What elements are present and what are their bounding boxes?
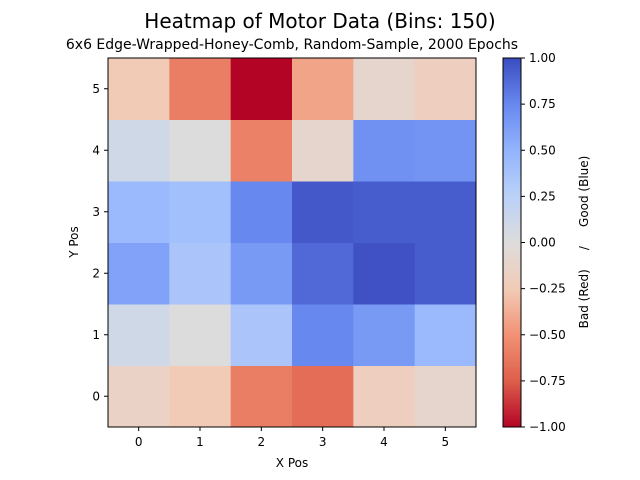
heatmap-cell-x2-y4 [230,119,293,182]
heatmap-cell-x0-y2 [108,242,170,305]
colorbar-label: Bad (Red) / Good (Blue) [577,156,591,329]
x-tick-label: 0 [135,435,143,449]
heatmap-cells [108,58,477,428]
colorbar-tick-label: 0.25 [529,189,556,203]
heatmap-cell-x0-y5 [108,58,170,120]
x-axis-label: X Pos [276,456,308,470]
heatmap-cell-x3-y3 [292,181,354,243]
heatmap-cell-x4-y2 [353,242,416,305]
heatmap-cell-x4-y5 [353,58,416,120]
heatmap-cell-x2-y0 [230,365,293,428]
chart-title: Heatmap of Motor Data (Bins: 150) [144,9,495,33]
heatmap-cell-x3-y4 [292,119,354,182]
x-tick-label: 5 [442,435,450,449]
heatmap-cell-x2-y1 [230,304,293,366]
colorbar-tick-label: −1.00 [529,420,566,434]
colorbar-tick-label: 1.00 [529,51,556,65]
heatmap-cell-x5-y2 [414,242,477,305]
y-axis-ticks: 0 1 2 3 4 5 [92,82,108,403]
y-tick-label: 1 [92,328,100,342]
heatmap-cell-x5-y1 [414,304,477,366]
colorbar-tick-label: 0.00 [529,236,556,250]
y-tick-label: 3 [92,205,100,219]
colorbar-ticks: −1.00 −0.75 −0.50 −0.25 0.00 0.25 0.50 0.75 1.00 [521,51,566,434]
chart-subtitle: 6x6 Edge-Wrapped-Honey-Comb, Random-Samp… [66,37,518,53]
colorbar-tick-label: 0.75 [529,97,556,111]
heatmap-cell-x0-y3 [108,181,170,243]
y-axis-label: Y Pos [67,226,81,259]
heatmap-cell-x1-y1 [169,304,232,366]
colorbar-tick-label: −0.75 [529,374,566,388]
heatmap-cell-x1-y0 [169,365,232,428]
heatmap-cell-x1-y5 [169,58,232,120]
heatmap-cell-x0-y0 [108,365,170,428]
heatmap-cell-x3-y1 [292,304,354,366]
x-tick-label: 3 [319,435,327,449]
colorbar-tick-label: 0.50 [529,143,556,157]
heatmap-cell-x3-y5 [292,58,354,120]
heatmap-cell-x4-y1 [353,304,416,366]
heatmap-cell-x0-y1 [108,304,170,366]
y-tick-label: 5 [92,82,100,96]
heatmap-cell-x2-y2 [230,242,293,305]
heatmap-cell-x4-y4 [353,119,416,182]
colorbar-tick-label: −0.50 [529,328,566,342]
x-tick-label: 4 [380,435,388,449]
heatmap-cell-x5-y3 [414,181,477,243]
heatmap-cell-x3-y2 [292,242,354,305]
colorbar-tick-label: −0.25 [529,282,566,296]
x-tick-label: 2 [258,435,266,449]
heatmap-cell-x3-y0 [292,365,354,428]
heatmap-cell-x2-y3 [230,181,293,243]
heatmap-cell-x5-y4 [414,119,477,182]
plot-frame [107,57,477,428]
heatmap-cell-x0-y4 [108,119,170,182]
colorbar [502,57,522,428]
y-tick-label: 2 [92,266,100,280]
heatmap-cell-x4-y0 [353,365,416,428]
y-tick-label: 4 [92,143,100,157]
heatmap-cell-x5-y5 [414,58,477,120]
x-tick-label: 1 [196,435,204,449]
heatmap-cell-x1-y3 [169,181,232,243]
y-tick-label: 0 [92,389,100,403]
heatmap-cell-x1-y2 [169,242,232,305]
heatmap-cell-x1-y4 [169,119,232,182]
x-axis-ticks: 0 1 2 3 4 5 [135,427,449,449]
heatmap-cell-x2-y5 [230,58,293,120]
heatmap-cell-x4-y3 [353,181,416,243]
heatmap-cell-x5-y0 [414,365,477,428]
